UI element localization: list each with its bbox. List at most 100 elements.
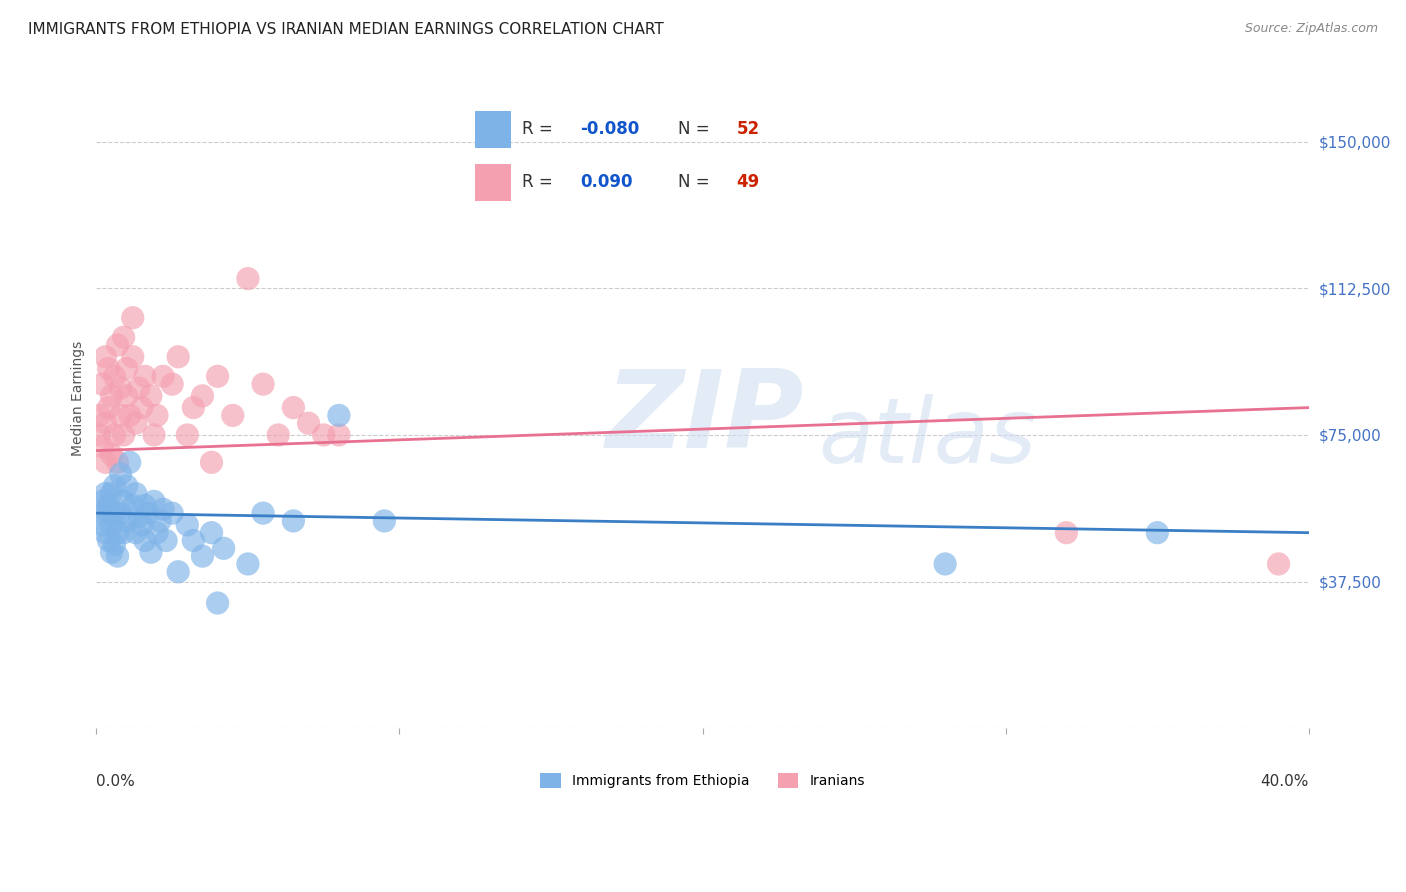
Point	[134, 533, 156, 548]
Point	[100, 448, 122, 462]
Point	[152, 369, 174, 384]
Text: 40.0%: 40.0%	[1261, 774, 1309, 789]
Point	[149, 514, 172, 528]
Point	[94, 486, 117, 500]
Point	[97, 498, 120, 512]
Point	[131, 401, 153, 415]
Text: IMMIGRANTS FROM ETHIOPIA VS IRANIAN MEDIAN EARNINGS CORRELATION CHART: IMMIGRANTS FROM ETHIOPIA VS IRANIAN MEDI…	[28, 22, 664, 37]
Point	[94, 350, 117, 364]
Point	[142, 428, 165, 442]
Point	[1054, 525, 1077, 540]
Point	[252, 506, 274, 520]
Point	[1267, 557, 1289, 571]
Point	[128, 510, 150, 524]
Point	[103, 506, 125, 520]
Point	[139, 389, 162, 403]
Point	[207, 596, 229, 610]
Point	[91, 377, 114, 392]
Point	[212, 541, 235, 556]
Point	[97, 533, 120, 548]
Point	[110, 467, 132, 481]
Point	[91, 440, 114, 454]
Point	[236, 271, 259, 285]
Point	[115, 479, 138, 493]
Point	[200, 525, 222, 540]
Point	[112, 494, 135, 508]
Point	[142, 494, 165, 508]
Point	[139, 545, 162, 559]
Point	[110, 381, 132, 395]
Point	[297, 416, 319, 430]
Point	[121, 310, 143, 325]
Point	[167, 565, 190, 579]
Point	[103, 537, 125, 551]
Point	[107, 549, 129, 563]
Point	[121, 350, 143, 364]
Point	[283, 514, 305, 528]
Point	[97, 506, 120, 520]
Point	[128, 381, 150, 395]
Point	[312, 428, 335, 442]
Point	[134, 498, 156, 512]
Point	[146, 409, 169, 423]
Text: ZIP: ZIP	[606, 365, 804, 471]
Point	[125, 416, 148, 430]
Text: 0.0%: 0.0%	[97, 774, 135, 789]
Point	[112, 428, 135, 442]
Point	[110, 506, 132, 520]
Point	[283, 401, 305, 415]
Point	[160, 506, 183, 520]
Point	[118, 409, 141, 423]
Point	[167, 350, 190, 364]
Point	[200, 455, 222, 469]
Point	[183, 401, 205, 415]
Point	[91, 517, 114, 532]
Point	[160, 377, 183, 392]
Point	[89, 428, 111, 442]
Point	[373, 514, 395, 528]
Point	[222, 409, 245, 423]
Point	[176, 428, 198, 442]
Point	[176, 517, 198, 532]
Point	[146, 525, 169, 540]
Point	[121, 498, 143, 512]
Point	[191, 549, 214, 563]
Text: Source: ZipAtlas.com: Source: ZipAtlas.com	[1244, 22, 1378, 36]
Point	[191, 389, 214, 403]
Legend: Immigrants from Ethiopia, Iranians: Immigrants from Ethiopia, Iranians	[534, 768, 870, 794]
Point	[107, 338, 129, 352]
Point	[89, 409, 111, 423]
Point	[103, 428, 125, 442]
Point	[155, 533, 177, 548]
Point	[134, 369, 156, 384]
Point	[94, 525, 117, 540]
Point	[89, 506, 111, 520]
Point	[125, 486, 148, 500]
Point	[115, 389, 138, 403]
Point	[103, 369, 125, 384]
Point	[91, 494, 114, 508]
Point	[97, 361, 120, 376]
Text: atlas: atlas	[818, 394, 1036, 482]
Point	[115, 361, 138, 376]
Point	[236, 557, 259, 571]
Point	[103, 479, 125, 493]
Point	[207, 369, 229, 384]
Point	[934, 557, 956, 571]
Point	[110, 409, 132, 423]
Point	[136, 506, 159, 520]
Point	[94, 455, 117, 469]
Point	[94, 416, 117, 430]
Point	[112, 525, 135, 540]
Point	[328, 428, 350, 442]
Point	[112, 330, 135, 344]
Point	[100, 517, 122, 532]
Point	[107, 525, 129, 540]
Point	[107, 455, 129, 469]
Point	[100, 545, 122, 559]
Point	[131, 517, 153, 532]
Point	[328, 409, 350, 423]
Point	[1146, 525, 1168, 540]
Point	[118, 455, 141, 469]
Y-axis label: Median Earnings: Median Earnings	[72, 341, 86, 456]
